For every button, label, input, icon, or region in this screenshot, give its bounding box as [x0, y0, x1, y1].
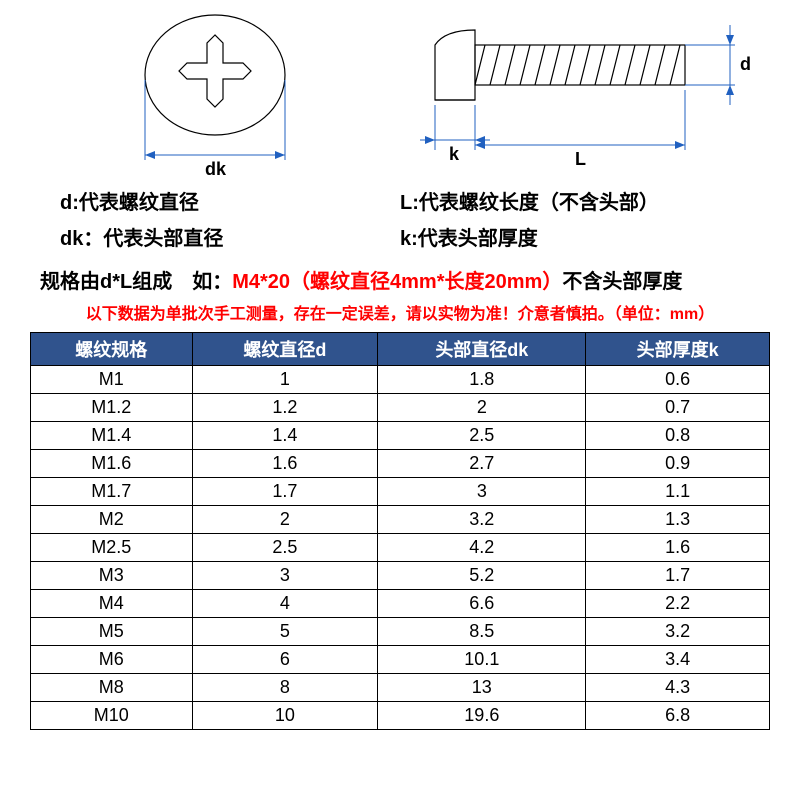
table-cell: 2 — [192, 506, 378, 534]
table-row: M6610.13.4 — [31, 646, 770, 674]
table-cell: 1.8 — [378, 366, 586, 394]
table-cell: 2.7 — [378, 450, 586, 478]
table-cell: 8 — [192, 674, 378, 702]
table-cell: M1 — [31, 366, 193, 394]
label-L: L — [575, 149, 586, 169]
table-cell: 0.9 — [586, 450, 770, 478]
table-cell: 8.5 — [378, 618, 586, 646]
table-header: 头部直径dk — [378, 333, 586, 366]
table-cell: 1.3 — [586, 506, 770, 534]
table-cell: 4.3 — [586, 674, 770, 702]
table-cell: M4 — [31, 590, 193, 618]
table-cell: 10.1 — [378, 646, 586, 674]
table-cell: 1.7 — [192, 478, 378, 506]
table-cell: 1.2 — [192, 394, 378, 422]
table-cell: 1 — [192, 366, 378, 394]
table-cell: 1.6 — [192, 450, 378, 478]
legend-L: L:代表螺纹长度（不含头部） — [400, 185, 740, 221]
table-cell: M8 — [31, 674, 193, 702]
table-cell: 1.6 — [586, 534, 770, 562]
table-cell: 1.4 — [192, 422, 378, 450]
table-cell: 2 — [378, 394, 586, 422]
table-cell: 0.6 — [586, 366, 770, 394]
table-cell: M3 — [31, 562, 193, 590]
table-cell: M10 — [31, 702, 193, 730]
table-cell: M2.5 — [31, 534, 193, 562]
table-cell: 5 — [192, 618, 378, 646]
spec-table: 螺纹规格螺纹直径d头部直径dk头部厚度k M111.80.6M1.21.220.… — [30, 332, 770, 730]
table-header: 螺纹直径d — [192, 333, 378, 366]
table-cell: 3.4 — [586, 646, 770, 674]
spec-suffix: 不含头部厚度 — [562, 271, 682, 293]
table-row: M88134.3 — [31, 674, 770, 702]
table-cell: M1.7 — [31, 478, 193, 506]
table-cell: 3.2 — [586, 618, 770, 646]
diagram-row: dk — [30, 10, 770, 180]
legend-block: d:代表螺纹直径 L:代表螺纹长度（不含头部） dk：代表头部直径 k:代表头部… — [30, 185, 770, 265]
table-cell: 2.2 — [586, 590, 770, 618]
table-cell: 3.2 — [378, 506, 586, 534]
table-cell: 19.6 — [378, 702, 586, 730]
warning-text: 以下数据为单批次手工测量，存在一定误差，请以实物为准！介意者慎拍。（单位：mm） — [30, 300, 770, 332]
table-cell: 3 — [378, 478, 586, 506]
table-row: M111.80.6 — [31, 366, 770, 394]
table-header: 头部厚度k — [586, 333, 770, 366]
table-cell: M2 — [31, 506, 193, 534]
table-row: M446.62.2 — [31, 590, 770, 618]
diagram-side-view: d k L — [400, 10, 770, 180]
table-cell: M1.4 — [31, 422, 193, 450]
table-cell: M1.2 — [31, 394, 193, 422]
legend-k: k:代表头部厚度 — [400, 221, 740, 257]
table-cell: 5.2 — [378, 562, 586, 590]
label-dk: dk — [205, 159, 227, 179]
diagram-top-view: dk — [30, 10, 400, 180]
table-row: M1.61.62.70.9 — [31, 450, 770, 478]
table-cell: 0.8 — [586, 422, 770, 450]
label-k: k — [449, 144, 460, 164]
table-cell: 2.5 — [192, 534, 378, 562]
legend-dk: dk：代表头部直径 — [60, 221, 400, 257]
table-cell: M1.6 — [31, 450, 193, 478]
spec-prefix: 规格由d*L组成 如： — [40, 271, 232, 293]
label-d: d — [740, 54, 751, 74]
table-cell: 1.1 — [586, 478, 770, 506]
table-row: M1.21.220.7 — [31, 394, 770, 422]
spec-example: M4*20（螺纹直径4mm*长度20mm） — [232, 271, 562, 293]
table-cell: 10 — [192, 702, 378, 730]
table-cell: M5 — [31, 618, 193, 646]
table-header: 螺纹规格 — [31, 333, 193, 366]
table-cell: 2.5 — [378, 422, 586, 450]
table-cell: 6.8 — [586, 702, 770, 730]
table-row: M2.52.54.21.6 — [31, 534, 770, 562]
table-row: M1.71.731.1 — [31, 478, 770, 506]
table-row: M101019.66.8 — [31, 702, 770, 730]
table-cell: 3 — [192, 562, 378, 590]
table-row: M558.53.2 — [31, 618, 770, 646]
table-cell: 4 — [192, 590, 378, 618]
legend-d: d:代表螺纹直径 — [60, 185, 400, 221]
table-cell: 4.2 — [378, 534, 586, 562]
table-cell: M6 — [31, 646, 193, 674]
table-cell: 1.7 — [586, 562, 770, 590]
table-cell: 13 — [378, 674, 586, 702]
table-row: M1.41.42.50.8 — [31, 422, 770, 450]
table-row: M223.21.3 — [31, 506, 770, 534]
table-cell: 6.6 — [378, 590, 586, 618]
table-cell: 6 — [192, 646, 378, 674]
spec-line: 规格由d*L组成 如：M4*20（螺纹直径4mm*长度20mm）不含头部厚度 — [30, 265, 770, 300]
table-row: M335.21.7 — [31, 562, 770, 590]
table-cell: 0.7 — [586, 394, 770, 422]
